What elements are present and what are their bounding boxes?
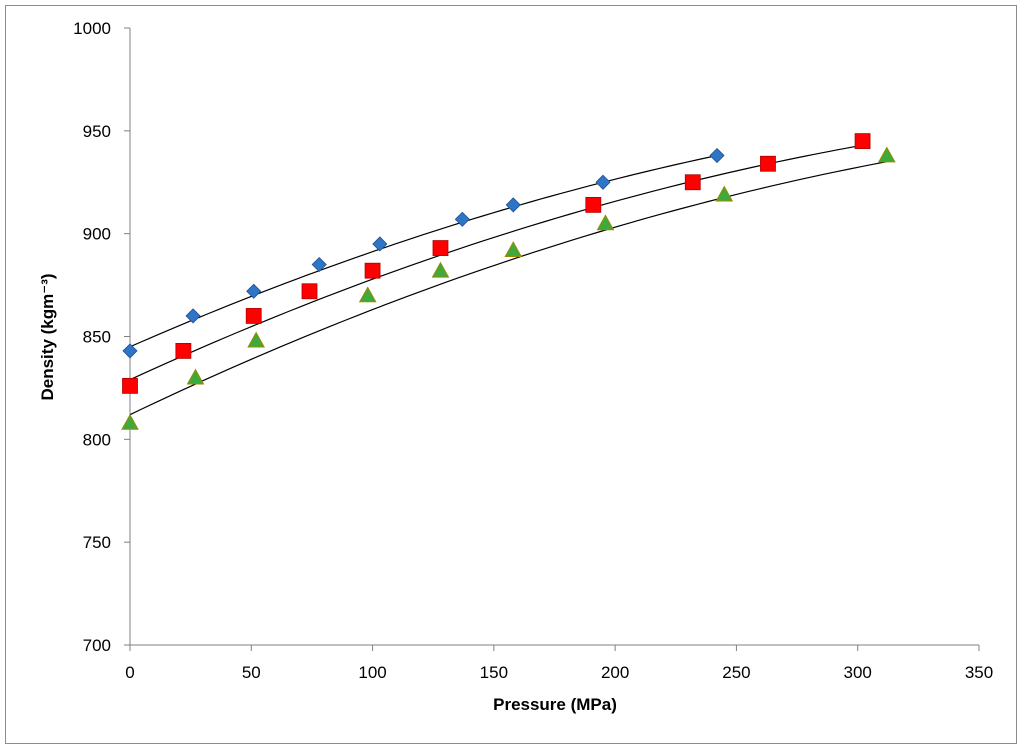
point-square — [175, 342, 192, 359]
point-diamond — [122, 343, 138, 359]
point-square — [432, 240, 449, 256]
point-triangle — [877, 146, 896, 163]
point-triangle — [596, 214, 615, 231]
point-diamond — [595, 174, 611, 190]
point-square — [122, 377, 138, 394]
tick-labels: 700 750 800 850 900 950 1000 0 50 100 150 200 250 300… — [73, 19, 993, 682]
point-diamond — [454, 211, 470, 227]
x-axis-title: Pressure (MPa) — [493, 695, 617, 714]
trendline-2 — [129, 144, 863, 381]
trendlines — [129, 144, 887, 416]
axes — [124, 27, 980, 651]
y-tick-label: 900 — [83, 225, 111, 244]
data-points — [121, 133, 896, 430]
point-triangle — [715, 185, 734, 202]
x-tick-label: 200 — [601, 663, 629, 682]
y-tick-label: 750 — [83, 533, 111, 552]
y-tick-label: 1000 — [73, 19, 111, 38]
y-axis-title: Density (kgm⁻³) — [38, 273, 57, 400]
y-tick-label: 950 — [83, 122, 111, 141]
y-tick-label: 700 — [83, 636, 111, 655]
x-tick-label: 0 — [125, 663, 134, 682]
point-triangle — [121, 413, 139, 430]
point-diamond — [505, 197, 521, 213]
trendline-1 — [129, 154, 718, 348]
x-tick-label: 50 — [242, 663, 261, 682]
x-tick-label: 300 — [844, 663, 872, 682]
x-tick-label: 100 — [358, 663, 386, 682]
x-tick-label: 250 — [722, 663, 750, 682]
point-triangle — [186, 368, 205, 385]
y-tick-label: 850 — [83, 328, 111, 347]
point-square — [854, 133, 871, 150]
point-square — [245, 308, 262, 324]
y-tick-label: 800 — [83, 430, 111, 449]
trendline-3 — [129, 161, 887, 416]
point-diamond — [311, 256, 327, 273]
point-square — [364, 262, 381, 279]
point-triangle — [504, 241, 523, 258]
point-diamond — [709, 147, 725, 164]
point-triangle — [431, 261, 450, 278]
point-diamond — [372, 236, 388, 252]
point-triangle — [247, 331, 265, 348]
x-tick-label: 150 — [480, 663, 508, 682]
point-diamond — [246, 283, 262, 299]
point-diamond — [185, 308, 201, 324]
point-square — [301, 283, 318, 300]
point-square — [760, 155, 776, 172]
point-square — [684, 174, 701, 191]
x-tick-label: 350 — [965, 663, 993, 682]
point-triangle — [358, 286, 377, 303]
point-square — [585, 196, 602, 213]
chart-area — [5, 5, 1017, 744]
